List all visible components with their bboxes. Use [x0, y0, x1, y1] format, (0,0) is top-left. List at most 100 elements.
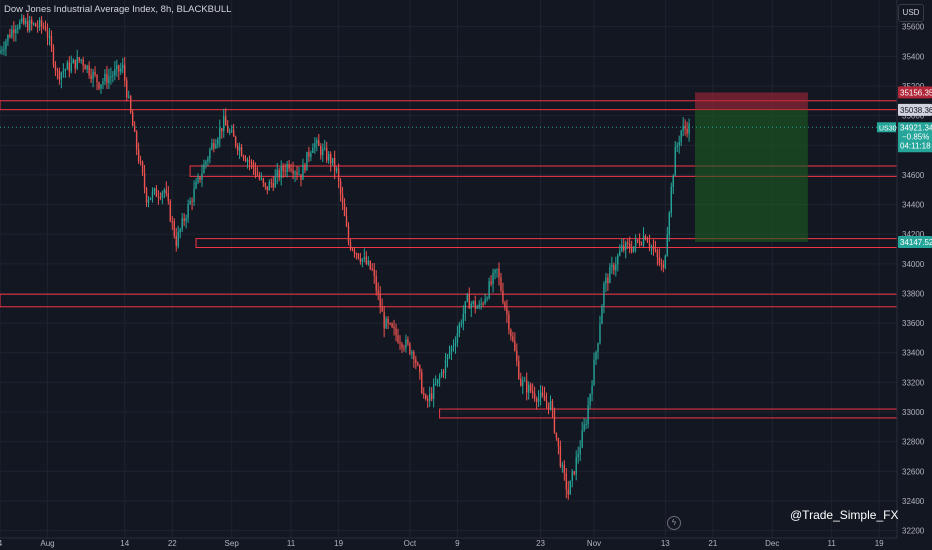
y-tick-label: 32200 [902, 527, 925, 536]
candle [470, 301, 472, 318]
candle-body [44, 27, 47, 31]
candle [262, 177, 265, 187]
stop-price-tag: 35156.35 [900, 88, 932, 97]
candle [666, 226, 668, 257]
candle [143, 165, 146, 194]
candle [512, 331, 514, 343]
candle [50, 30, 53, 53]
candle-body [593, 359, 595, 386]
candle [151, 187, 154, 203]
candle [583, 417, 585, 433]
candle [292, 161, 294, 180]
candle [92, 68, 94, 88]
candle-body [48, 36, 51, 38]
candle [193, 180, 195, 206]
candle-body [302, 164, 304, 180]
candle-body [280, 166, 282, 178]
candle [405, 334, 407, 353]
candle [266, 186, 269, 195]
candle-body [129, 96, 132, 113]
candle [524, 376, 526, 382]
candle-body [432, 384, 435, 399]
lightning-bolt-icon[interactable]: ϟ [667, 516, 681, 530]
candle [391, 322, 393, 329]
candle [316, 137, 318, 152]
candle-body [494, 269, 496, 273]
candle-body [78, 57, 80, 61]
candle [458, 321, 461, 337]
candle-body [634, 239, 637, 247]
candle [543, 386, 546, 401]
candle-body [599, 324, 601, 344]
candle [62, 63, 65, 78]
candle [240, 144, 243, 157]
candle-body [436, 378, 439, 384]
candle [106, 65, 108, 90]
candle [425, 393, 427, 401]
candle [17, 24, 19, 34]
candle-body [230, 130, 233, 132]
candle-body [615, 264, 617, 271]
candle [413, 350, 415, 368]
short-position-tool[interactable] [695, 92, 808, 242]
candle-body [268, 182, 270, 191]
candle [500, 272, 502, 293]
candle-body [131, 112, 134, 126]
candle-body [68, 62, 70, 72]
candle-body [314, 143, 316, 148]
candle [232, 123, 235, 137]
candle-body [686, 128, 688, 134]
candle-body [92, 71, 94, 80]
candle [195, 177, 197, 190]
candle [640, 241, 643, 246]
candle [1, 46, 3, 55]
candle-body [492, 272, 494, 284]
candle [328, 151, 330, 164]
candle [357, 252, 360, 260]
candle [365, 251, 368, 266]
candle [290, 163, 292, 173]
candle-body [478, 304, 480, 308]
candle [302, 158, 304, 180]
candle-body [175, 235, 177, 247]
candle [329, 151, 332, 172]
candle-body [440, 371, 443, 377]
candle [377, 282, 379, 301]
candle-body [339, 180, 342, 195]
candle-body [587, 405, 589, 425]
x-tick-label: Aug [40, 539, 54, 548]
sr-zone [0, 293, 898, 308]
candle [567, 480, 569, 500]
currency-button[interactable]: USD [898, 4, 924, 22]
candle [322, 143, 324, 162]
candle [595, 350, 597, 365]
candle-body [217, 139, 219, 145]
stop-loss-zone [695, 92, 808, 110]
candle-body [7, 34, 9, 42]
candle [36, 20, 39, 33]
candle-body [282, 166, 284, 171]
x-tick-label: 21 [708, 539, 717, 548]
candle-body [141, 162, 144, 173]
candle [112, 71, 114, 83]
candle [318, 133, 320, 147]
candle-body [306, 151, 308, 171]
candle-body [512, 336, 514, 341]
candle [58, 67, 61, 85]
candle [484, 293, 486, 305]
candle [644, 234, 647, 241]
candle-body [189, 200, 191, 205]
candle-body [417, 363, 419, 366]
candle [373, 263, 375, 284]
candle-body [29, 19, 31, 31]
candle-body [674, 146, 676, 176]
candle [278, 167, 280, 182]
candle [472, 300, 474, 307]
candle [625, 240, 627, 259]
candle [133, 121, 136, 133]
candle [38, 17, 41, 31]
candle [668, 210, 670, 242]
candle [102, 77, 104, 90]
candle [403, 344, 405, 352]
